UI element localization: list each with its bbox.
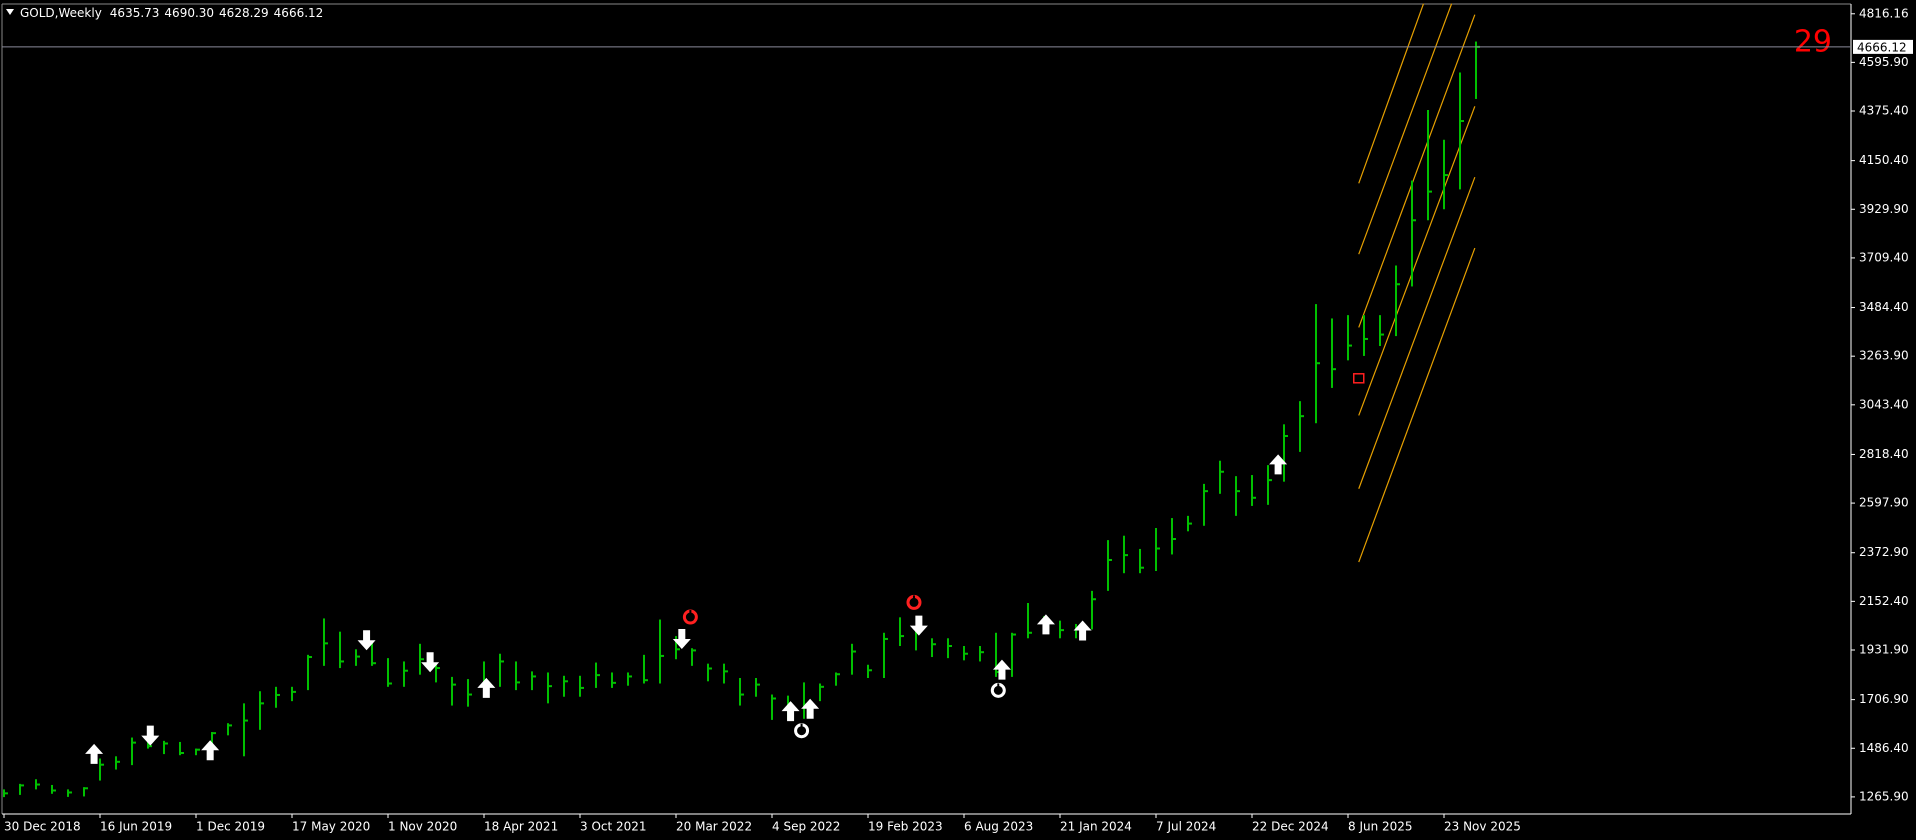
x-tick-label: 8 Jun 2025 (1348, 820, 1413, 834)
chart-title: GOLD,Weekly (20, 6, 102, 20)
buy-arrow (992, 659, 1011, 680)
y-tick-label: 2152.40 (1859, 594, 1909, 608)
x-tick-label: 21 Jan 2024 (1060, 820, 1132, 834)
y-tick-label: 2818.40 (1859, 447, 1909, 461)
buy-arrow (1269, 454, 1288, 475)
sell-arrow (909, 615, 928, 636)
channel-line (1358, 247, 1476, 563)
y-tick-label: 1931.90 (1859, 642, 1909, 656)
sell-arrow (141, 725, 160, 746)
y-tick-label: 3263.90 (1859, 349, 1909, 363)
buy-arrow (1073, 620, 1092, 641)
x-tick-label: 1 Dec 2019 (196, 820, 265, 834)
channel-line (1358, 3, 1425, 184)
y-tick-label: 4150.40 (1859, 153, 1909, 167)
buy-arrow (477, 677, 496, 698)
sell-arrow (421, 652, 440, 673)
y-tick-label: 1486.40 (1859, 741, 1909, 755)
chart-header: GOLD,Weekly 4635.73 4690.30 4628.29 4666.12 (20, 6, 323, 20)
buy-arrow (781, 701, 800, 722)
y-tick-label: 2597.90 (1859, 496, 1909, 510)
x-tick-label: 1 Nov 2020 (388, 820, 457, 834)
x-tick-label: 20 Mar 2022 (676, 820, 752, 834)
buy-arrow (85, 743, 104, 764)
close-value: 4666.12 (274, 6, 324, 20)
channel-line (1358, 106, 1476, 416)
x-tick-label: 6 Aug 2023 (964, 820, 1033, 834)
x-tick-label: 3 Oct 2021 (580, 820, 647, 834)
signal-square (1353, 373, 1365, 384)
x-tick-label: 23 Nov 2025 (1444, 820, 1521, 834)
high-value: 4690.30 (164, 6, 214, 20)
y-tick-label: 4375.40 (1859, 104, 1909, 118)
channel-line (1358, 3, 1453, 255)
price-label: 4666.12 (1857, 40, 1907, 54)
y-tick-label: 4595.90 (1859, 55, 1909, 69)
x-tick-label: 19 Feb 2023 (868, 820, 943, 834)
low-value: 4628.29 (219, 6, 269, 20)
x-tick-label: 22 Dec 2024 (1252, 820, 1329, 834)
y-tick-label: 3929.90 (1859, 202, 1909, 216)
buy-arrow (201, 740, 220, 761)
y-tick-label: 2372.90 (1859, 545, 1909, 559)
open-value: 4635.73 (110, 6, 160, 20)
menu-triangle[interactable] (6, 9, 14, 15)
y-tick-label: 3709.40 (1859, 250, 1909, 264)
buy-arrow (1036, 614, 1055, 635)
x-tick-label: 18 Apr 2021 (484, 820, 558, 834)
sell-arrow (357, 630, 376, 651)
y-tick-label: 1265.90 (1859, 789, 1909, 803)
buy-arrow (801, 698, 820, 719)
x-tick-label: 17 May 2020 (292, 820, 370, 834)
x-tick-label: 4 Sep 2022 (772, 820, 840, 834)
y-tick-label: 3484.40 (1859, 300, 1909, 314)
y-tick-label: 1706.90 (1859, 692, 1909, 706)
x-tick-label: 16 Jun 2019 (100, 820, 172, 834)
channel-line (1358, 14, 1476, 328)
y-tick-label: 3043.40 (1859, 397, 1909, 411)
sell-arrow (672, 629, 691, 650)
y-tick-label: 4816.16 (1859, 6, 1909, 20)
channel-line (1358, 176, 1476, 489)
x-tick-label: 7 Jul 2024 (1156, 820, 1216, 834)
price-label-box (1853, 39, 1913, 54)
bar-counter: 29 (1794, 25, 1832, 60)
x-tick-label: 30 Dec 2018 (4, 820, 81, 834)
